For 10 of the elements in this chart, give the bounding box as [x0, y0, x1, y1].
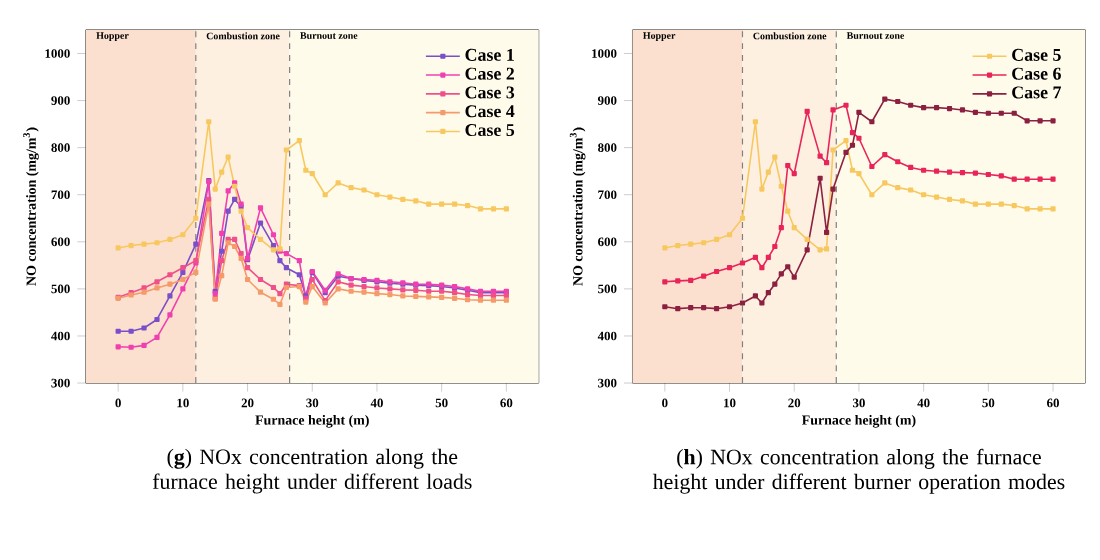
- text: (h) NOx concentration along the furnace height under different burner operation modes: [652, 448, 1065, 494]
- legend-label: Case 3: [465, 86, 515, 99]
- legend-label: Case 7: [1012, 86, 1062, 99]
- legend-label: Case 6: [1012, 67, 1061, 80]
- legend-label: Case 1: [465, 48, 514, 61]
- legend-label: Case 4: [465, 104, 515, 117]
- legend-label: Case 2: [465, 67, 515, 80]
- legend-label: Case 5: [465, 123, 515, 136]
- text: (g) NOx concentration along the furnace height under different loads: [152, 448, 472, 494]
- legend-label: Case 5: [1012, 48, 1061, 61]
